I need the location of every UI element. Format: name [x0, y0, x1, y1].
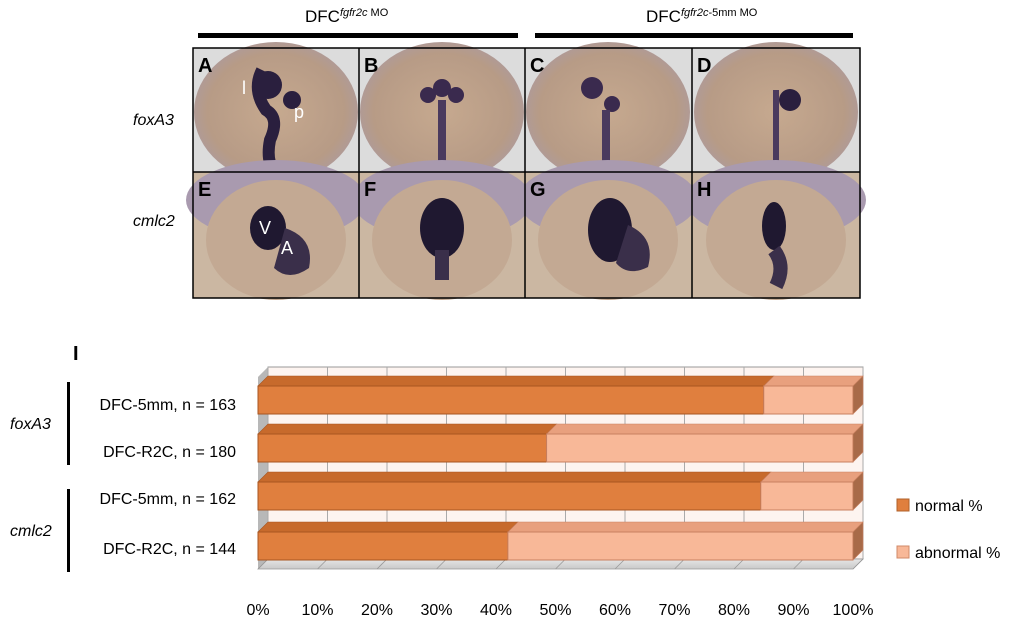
x-tick-label-1: 10% — [301, 602, 333, 619]
floor-gridline-2 — [376, 558, 388, 570]
panel-letter-d: D — [697, 55, 711, 77]
bars — [257, 375, 864, 561]
bar-abnormal-0 — [763, 385, 854, 415]
group-bracket-foxa3 — [67, 382, 70, 465]
x-tick-label-10: 100% — [833, 602, 874, 619]
floor-gridline-3 — [436, 558, 447, 570]
legend-label-normal: normal % — [915, 498, 983, 515]
x-tick-labels: 0% 10% 20% 30% 40% 50% 60% 70% 80% 90% 100% — [246, 602, 873, 619]
category-label-4: DFC-R2C, n = 144 — [103, 541, 236, 558]
x-tick-label-6: 60% — [599, 602, 631, 619]
x-tick-label-2: 20% — [361, 602, 393, 619]
bar-normal-3 — [257, 531, 509, 561]
legend-swatch-abnormal — [896, 545, 910, 559]
panel-G — [518, 160, 698, 300]
x-tick-label-3: 30% — [420, 602, 452, 619]
panel-D — [692, 42, 860, 182]
panel-letter-h: H — [697, 179, 711, 201]
legend-label-abnormal: abnormal % — [915, 545, 1000, 562]
floor-gridline-9 — [793, 558, 804, 570]
bar-normal-2 — [257, 481, 762, 511]
bar-top-1-3 — [507, 521, 864, 533]
floor-gridline-7 — [674, 558, 685, 570]
bar-top-1-2 — [760, 471, 864, 483]
image-panel-grid — [186, 42, 866, 300]
category-label-3: DFC-5mm, n = 162 — [100, 491, 237, 508]
bar-top-0-1 — [257, 423, 558, 435]
panel-F — [352, 160, 532, 300]
panel-E — [186, 160, 366, 300]
bar-top-0-3 — [257, 521, 519, 533]
inset-label-p: p — [294, 102, 304, 122]
bar-side-2 — [852, 471, 864, 511]
header-left-base: DFC — [305, 7, 340, 26]
header-left-sup-normal: MO — [367, 7, 388, 19]
panel-letter-a: A — [198, 55, 212, 77]
panel-letter-e: E — [198, 179, 211, 201]
bar-side-1 — [852, 423, 864, 463]
bar-abnormal-2 — [760, 481, 854, 511]
floor-gridline-0 — [257, 558, 269, 570]
inset-label-l: l — [242, 78, 246, 98]
x-tick-label-9: 90% — [777, 602, 809, 619]
floor-gridline-6 — [614, 558, 626, 570]
floor-gridline-5 — [555, 558, 566, 570]
floor-gridline-1 — [317, 558, 328, 570]
panel-letter-b: B — [364, 55, 378, 77]
panel-C — [525, 42, 692, 182]
floor-gridline-10 — [852, 558, 864, 570]
bar-top-1-1 — [545, 423, 864, 435]
panel-letter-f: F — [364, 179, 376, 201]
bar-top-0-0 — [257, 375, 775, 387]
group-label-cmlc2: cmlc2 — [10, 523, 52, 540]
bar-abnormal-1 — [546, 433, 854, 463]
bar-abnormal-3 — [507, 531, 854, 561]
x-tick-label-0: 0% — [246, 602, 269, 619]
panel-letter-c: C — [530, 55, 544, 77]
floor-gridline-8 — [733, 558, 745, 570]
header-right-base: DFC — [646, 7, 681, 26]
bar-side-3 — [852, 521, 864, 561]
bar-side-0 — [852, 375, 864, 415]
panel-H — [686, 160, 866, 300]
row-label-cmlc2: cmlc2 — [133, 213, 175, 230]
panel-A — [193, 42, 359, 182]
header-label-right: DFCfgfr2c-5mm MO — [646, 7, 758, 26]
group-label-foxa3: foxA3 — [10, 416, 51, 433]
category-label-1: DFC-5mm, n = 163 — [100, 397, 237, 414]
bar-normal-1 — [257, 433, 548, 463]
x-tick-label-7: 70% — [658, 602, 690, 619]
header-bar-left — [198, 33, 518, 38]
panel-B — [359, 42, 525, 182]
panel-letter-g: G — [530, 179, 546, 201]
legend: normal % abnormal % — [896, 498, 1000, 562]
chart-label: I — [73, 343, 79, 365]
x-tick-label-5: 50% — [539, 602, 571, 619]
legend-swatch-normal — [896, 498, 910, 512]
bar-normal-0 — [257, 385, 765, 415]
x-tick-label-8: 80% — [718, 602, 750, 619]
bar-top-0-2 — [257, 471, 772, 483]
header-right-sup-normal: -5mm MO — [708, 7, 757, 19]
header-bar-right — [535, 33, 853, 38]
header-label-left: DFCfgfr2c MO — [305, 7, 389, 26]
inset-label-v: V — [259, 218, 271, 238]
x-tick-label-4: 40% — [480, 602, 512, 619]
header-left-sup-italic: fgfr2c — [340, 7, 368, 19]
row-label-foxa3: foxA3 — [133, 112, 174, 129]
inset-label-a: A — [281, 238, 293, 258]
category-label-2: DFC-R2C, n = 180 — [103, 444, 236, 461]
group-bracket-cmlc2 — [67, 489, 70, 572]
floor-gridline-4 — [495, 558, 507, 570]
header-right-sup-italic: fgfr2c — [681, 7, 709, 19]
bar-top-1-0 — [763, 375, 864, 387]
